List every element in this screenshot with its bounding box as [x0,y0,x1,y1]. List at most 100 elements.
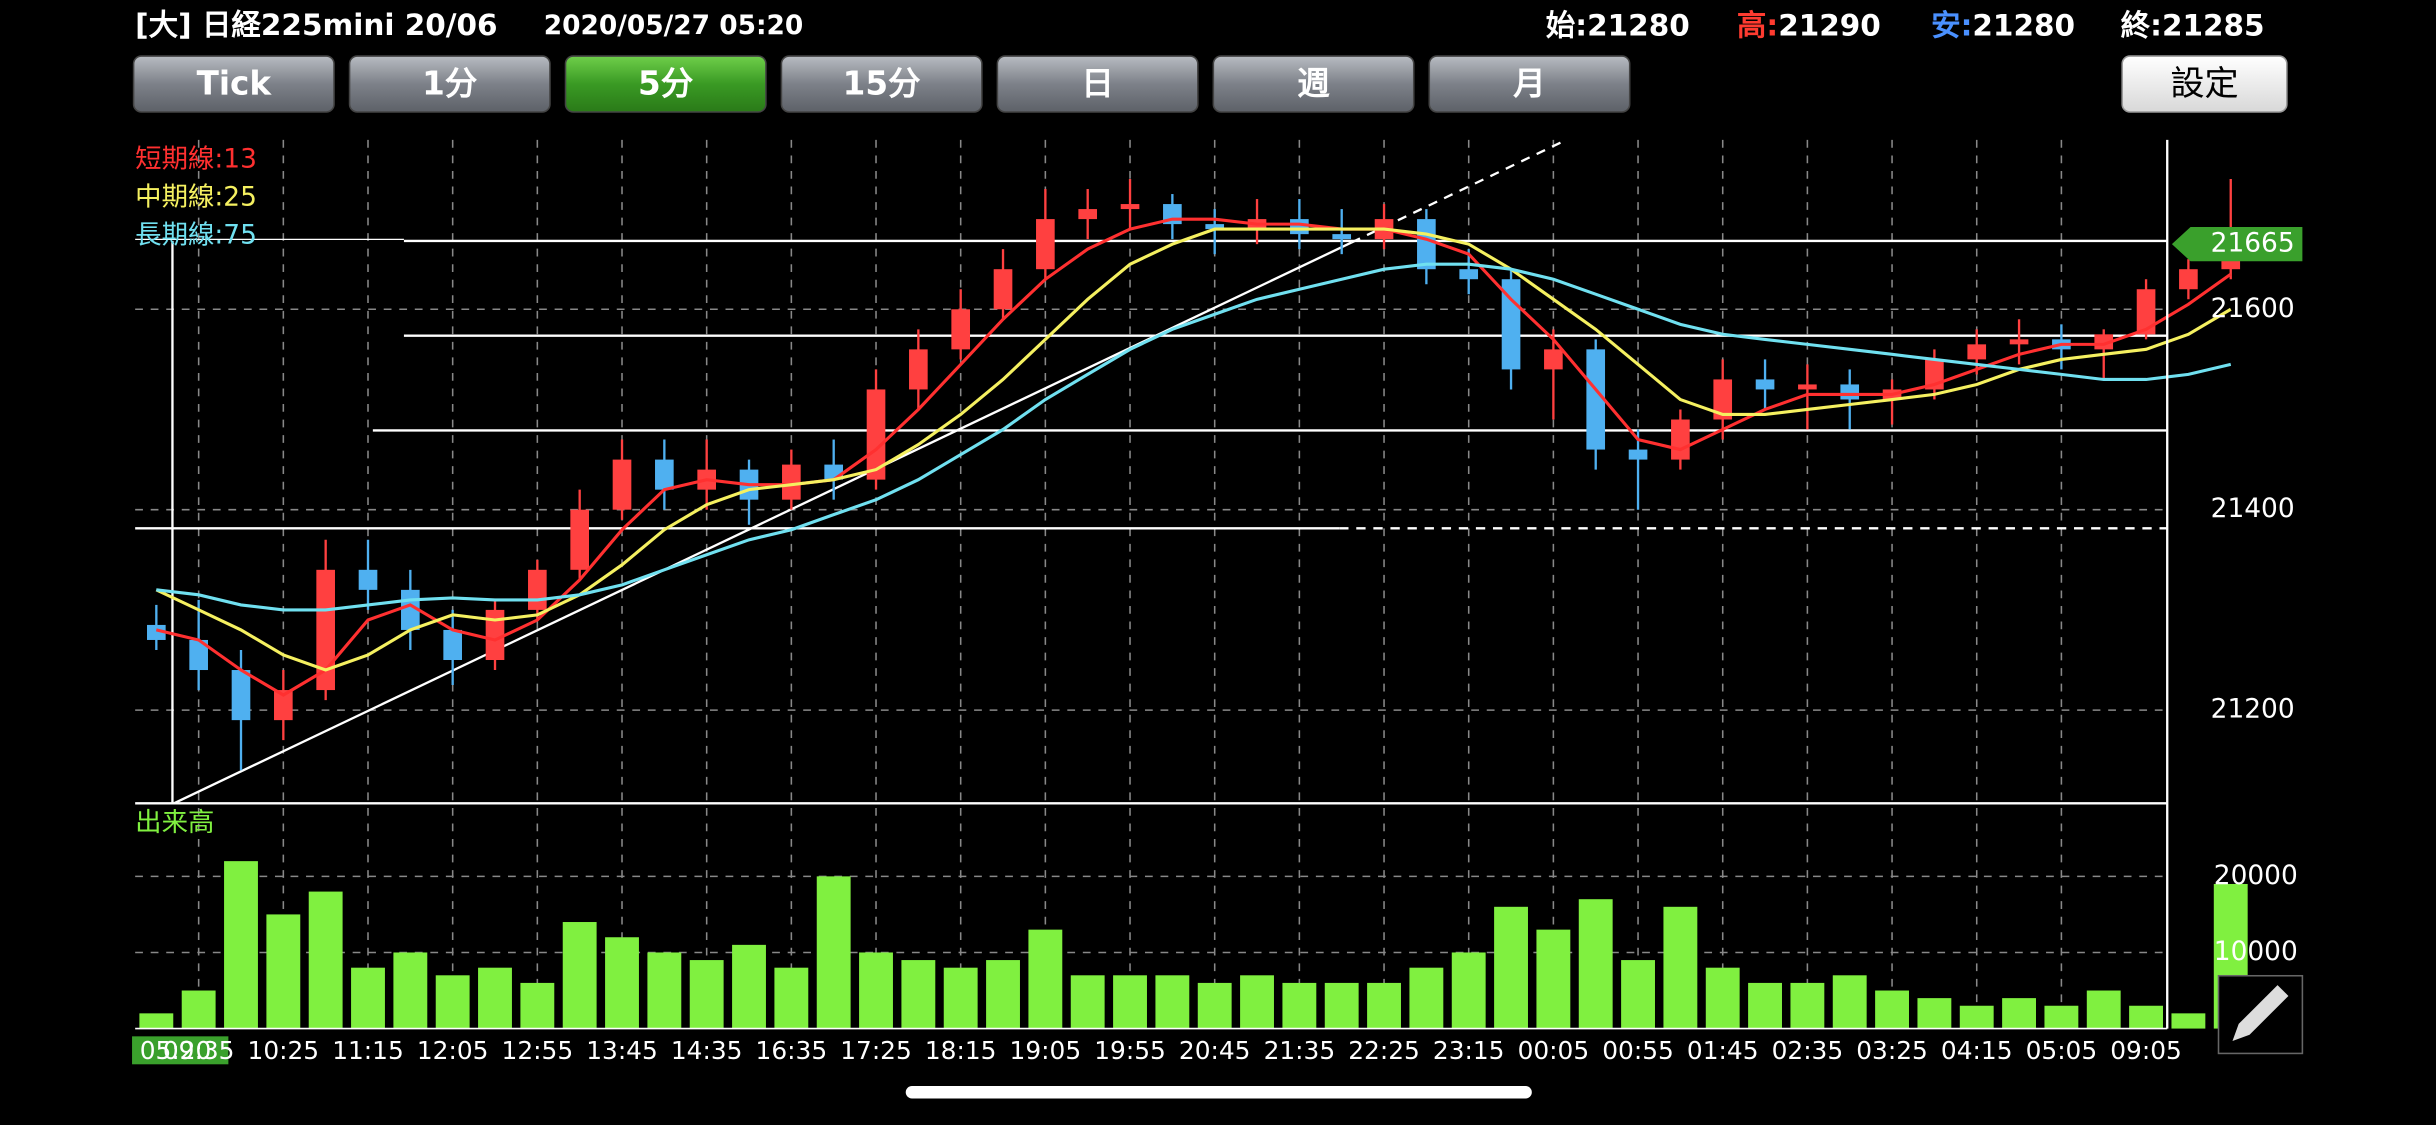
tab-label[interactable]: 1分 [422,65,478,103]
x-tick-label: 00:05 [1518,1036,1590,1065]
volume-bar [1282,982,1317,1029]
x-tick-label: 09:05 [2110,1036,2182,1065]
settings-button-bg[interactable] [2121,55,2288,113]
candle-body [316,569,335,691]
tab-label[interactable]: 日 [1081,65,1114,103]
volume-bar [1832,975,1867,1029]
volume-bar [266,914,301,1029]
x-tick-label: 05:05 [2026,1036,2098,1065]
volume-bar [1663,906,1698,1029]
volume-bar [1705,967,1740,1029]
tab-label[interactable]: 15分 [843,65,921,103]
settings-button[interactable]: 設定 [2121,55,2288,113]
candle-body [1036,219,1055,270]
x-tick-label: 18:15 [925,1036,997,1065]
tab-button[interactable] [780,55,983,113]
tab-label[interactable]: 5分 [638,65,694,103]
candle-body [358,569,378,590]
x-tick-label: 04:15 [1941,1036,2013,1065]
x-tick-label: 12:05 [417,1036,489,1065]
candle-body [951,309,971,350]
volume-bar [1070,975,1105,1029]
tab-button[interactable] [1212,55,1415,113]
ohlc-summary: 始:21280 高:21290 安:21280 終:21285 [1546,8,2265,42]
grid [135,139,2168,1029]
volume-bar [351,967,385,1029]
volume-bar [308,891,343,1029]
legend-entry: 短期線:13 [135,144,257,175]
candle-body [1417,219,1436,270]
candle-body [1713,379,1733,420]
volume-bar [1367,982,1401,1029]
candle-body [909,349,928,390]
candle-body [2009,339,2029,345]
candle-body [1205,224,1225,230]
candle-body [1586,349,1606,450]
candle-body [993,269,1013,310]
tab-label[interactable]: 週 [1297,65,1330,103]
y-tick-label: 21400 [2211,493,2295,524]
volume-bar [1621,960,1655,1029]
candle-body [655,459,674,490]
ohlc-item: 高:21290 [1737,8,1881,42]
volume-bar [774,967,809,1029]
plot [139,179,2248,1029]
current-time-highlight [132,1036,229,1065]
pencil-button[interactable] [2217,974,2304,1055]
volume-bar [2129,1005,2163,1029]
volume-bar [1917,998,1952,1029]
volume-bar [1155,975,1190,1029]
x-tick-label: 19:55 [1094,1036,1166,1065]
settings-button-label[interactable]: 設定 [2170,64,2238,104]
tab-label[interactable]: Tick [197,65,273,103]
tab-button[interactable] [564,55,767,113]
candle-body [1078,209,1098,220]
tab-button[interactable] [132,55,335,113]
volume-bar [224,861,258,1029]
pencil-icon[interactable] [2232,985,2289,1041]
candle-body [570,509,589,570]
volume-bar [689,960,724,1029]
candle-body [1332,234,1352,240]
x-tick-label: 05:20 [140,1036,212,1065]
x-tick-label: 00:55 [1602,1036,1674,1065]
volume-bar [1451,952,1486,1029]
candle-body [1544,349,1563,370]
candle-body [2136,289,2156,335]
tab-button[interactable] [348,55,551,113]
candle-body [443,629,462,661]
volume-bar [1028,929,1063,1029]
x-tick-label: 19:05 [1010,1036,1082,1065]
ohlc-item: 安:21280 [1931,8,2075,42]
moving-average-line [155,227,2232,672]
candle-body [1459,269,1479,280]
volume-bar [986,960,1020,1029]
volume-bar [1875,990,1909,1029]
volume-bar [816,876,851,1029]
tab-button[interactable] [1428,55,1631,113]
volume-bar [1578,899,1613,1029]
instrument-title: [大] 日経225mini 20/06 [135,8,497,42]
ohlc-label: 安: [1931,8,1972,42]
x-tick-label: 02:35 [1772,1036,1844,1065]
tab-button[interactable] [996,55,1199,113]
legend-entry: 中期線:25 [135,182,257,213]
candle-body [1840,384,1860,400]
last-price-label: 21665 [2211,228,2295,259]
tab-label[interactable]: 月 [1513,65,1546,103]
volume-bar [943,967,978,1029]
volume-bar [1113,975,1147,1029]
x-tick-label: 14:35 [671,1036,743,1065]
candle-body [1120,204,1140,210]
x-tick-label: 13:45 [586,1036,658,1065]
volume-bar [393,952,428,1029]
volume-bar [562,922,597,1029]
moving-average-line [155,217,2232,697]
volume-bar [1959,1005,1994,1029]
volume-title: 出来高 [135,807,214,838]
volume-bar [181,990,216,1029]
